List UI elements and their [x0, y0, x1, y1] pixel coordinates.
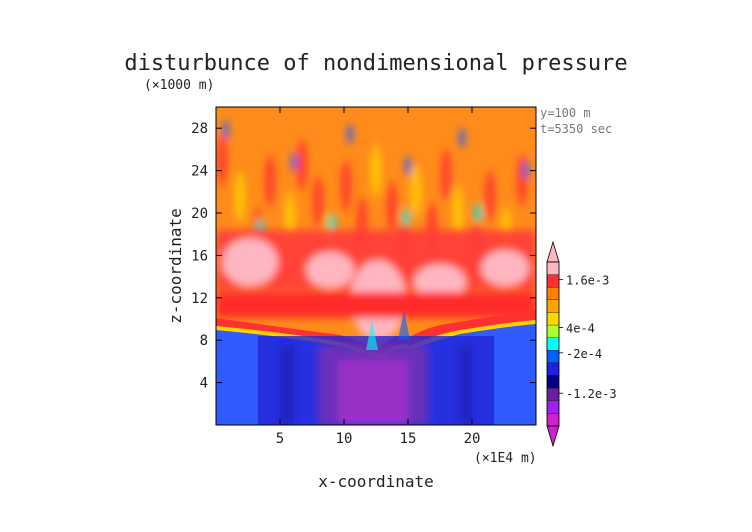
x-axis-label: x-coordinate: [318, 472, 434, 491]
colorbar: 1.6e-3 4e-4 -2e-4 -1.2e-3: [546, 240, 617, 448]
x-unit-label: (×1E4 m): [474, 451, 537, 466]
colorbar-label: 4e-4: [566, 322, 595, 336]
x-tick-label: 20: [464, 431, 481, 447]
y-axis: 4 8 12 16 20 24 28: [191, 121, 536, 392]
y-tick-label: 8: [200, 333, 208, 349]
colorbar-top-arrow: [546, 240, 560, 263]
colorbar-swatch: [546, 312, 560, 326]
annotation-y: y=100 m: [540, 106, 591, 120]
colorbar-swatch: [546, 287, 560, 300]
chart-title: disturbunce of nondimensional pressure: [124, 51, 627, 76]
colorbar-label: -1.2e-3: [566, 387, 617, 401]
colorbar-swatch: [546, 413, 560, 427]
x-tick-label: 15: [400, 431, 417, 447]
annotation-t: t=5350 sec: [540, 122, 612, 136]
x-tick-label: 5: [276, 431, 284, 447]
plot-frame: [215, 106, 537, 426]
x-tick-label: 10: [336, 431, 353, 447]
colorbar-swatch: [546, 362, 560, 376]
y-tick-label: 4: [200, 376, 208, 392]
y-tick-label: 20: [191, 206, 208, 222]
colorbar-bottom-arrow: [546, 425, 560, 448]
colorbar-swatch: [546, 324, 560, 338]
colorbar-swatch: [546, 375, 560, 389]
heatmap-field: [216, 107, 536, 425]
colorbar-swatch: [546, 299, 560, 313]
colorbar-swatch: [546, 274, 560, 288]
x-axis: 5 10 15 20: [276, 107, 481, 447]
colorbar-label: 1.6e-3: [566, 274, 609, 288]
y-axis-label: z-coordinate: [166, 208, 185, 324]
y-tick-label: 28: [191, 121, 208, 137]
y-tick-label: 16: [191, 248, 208, 264]
y-unit-label: (×1000 m): [144, 78, 214, 93]
colorbar-swatch: [546, 261, 560, 275]
colorbar-swatch: [546, 337, 560, 351]
y-tick-label: 12: [191, 291, 208, 307]
colorbar-label: -2e-4: [566, 347, 602, 361]
colorbar-swatch: [546, 400, 560, 414]
colorbar-swatch: [546, 350, 560, 364]
y-tick-label: 24: [191, 164, 208, 180]
colorbar-swatch: [546, 388, 560, 401]
